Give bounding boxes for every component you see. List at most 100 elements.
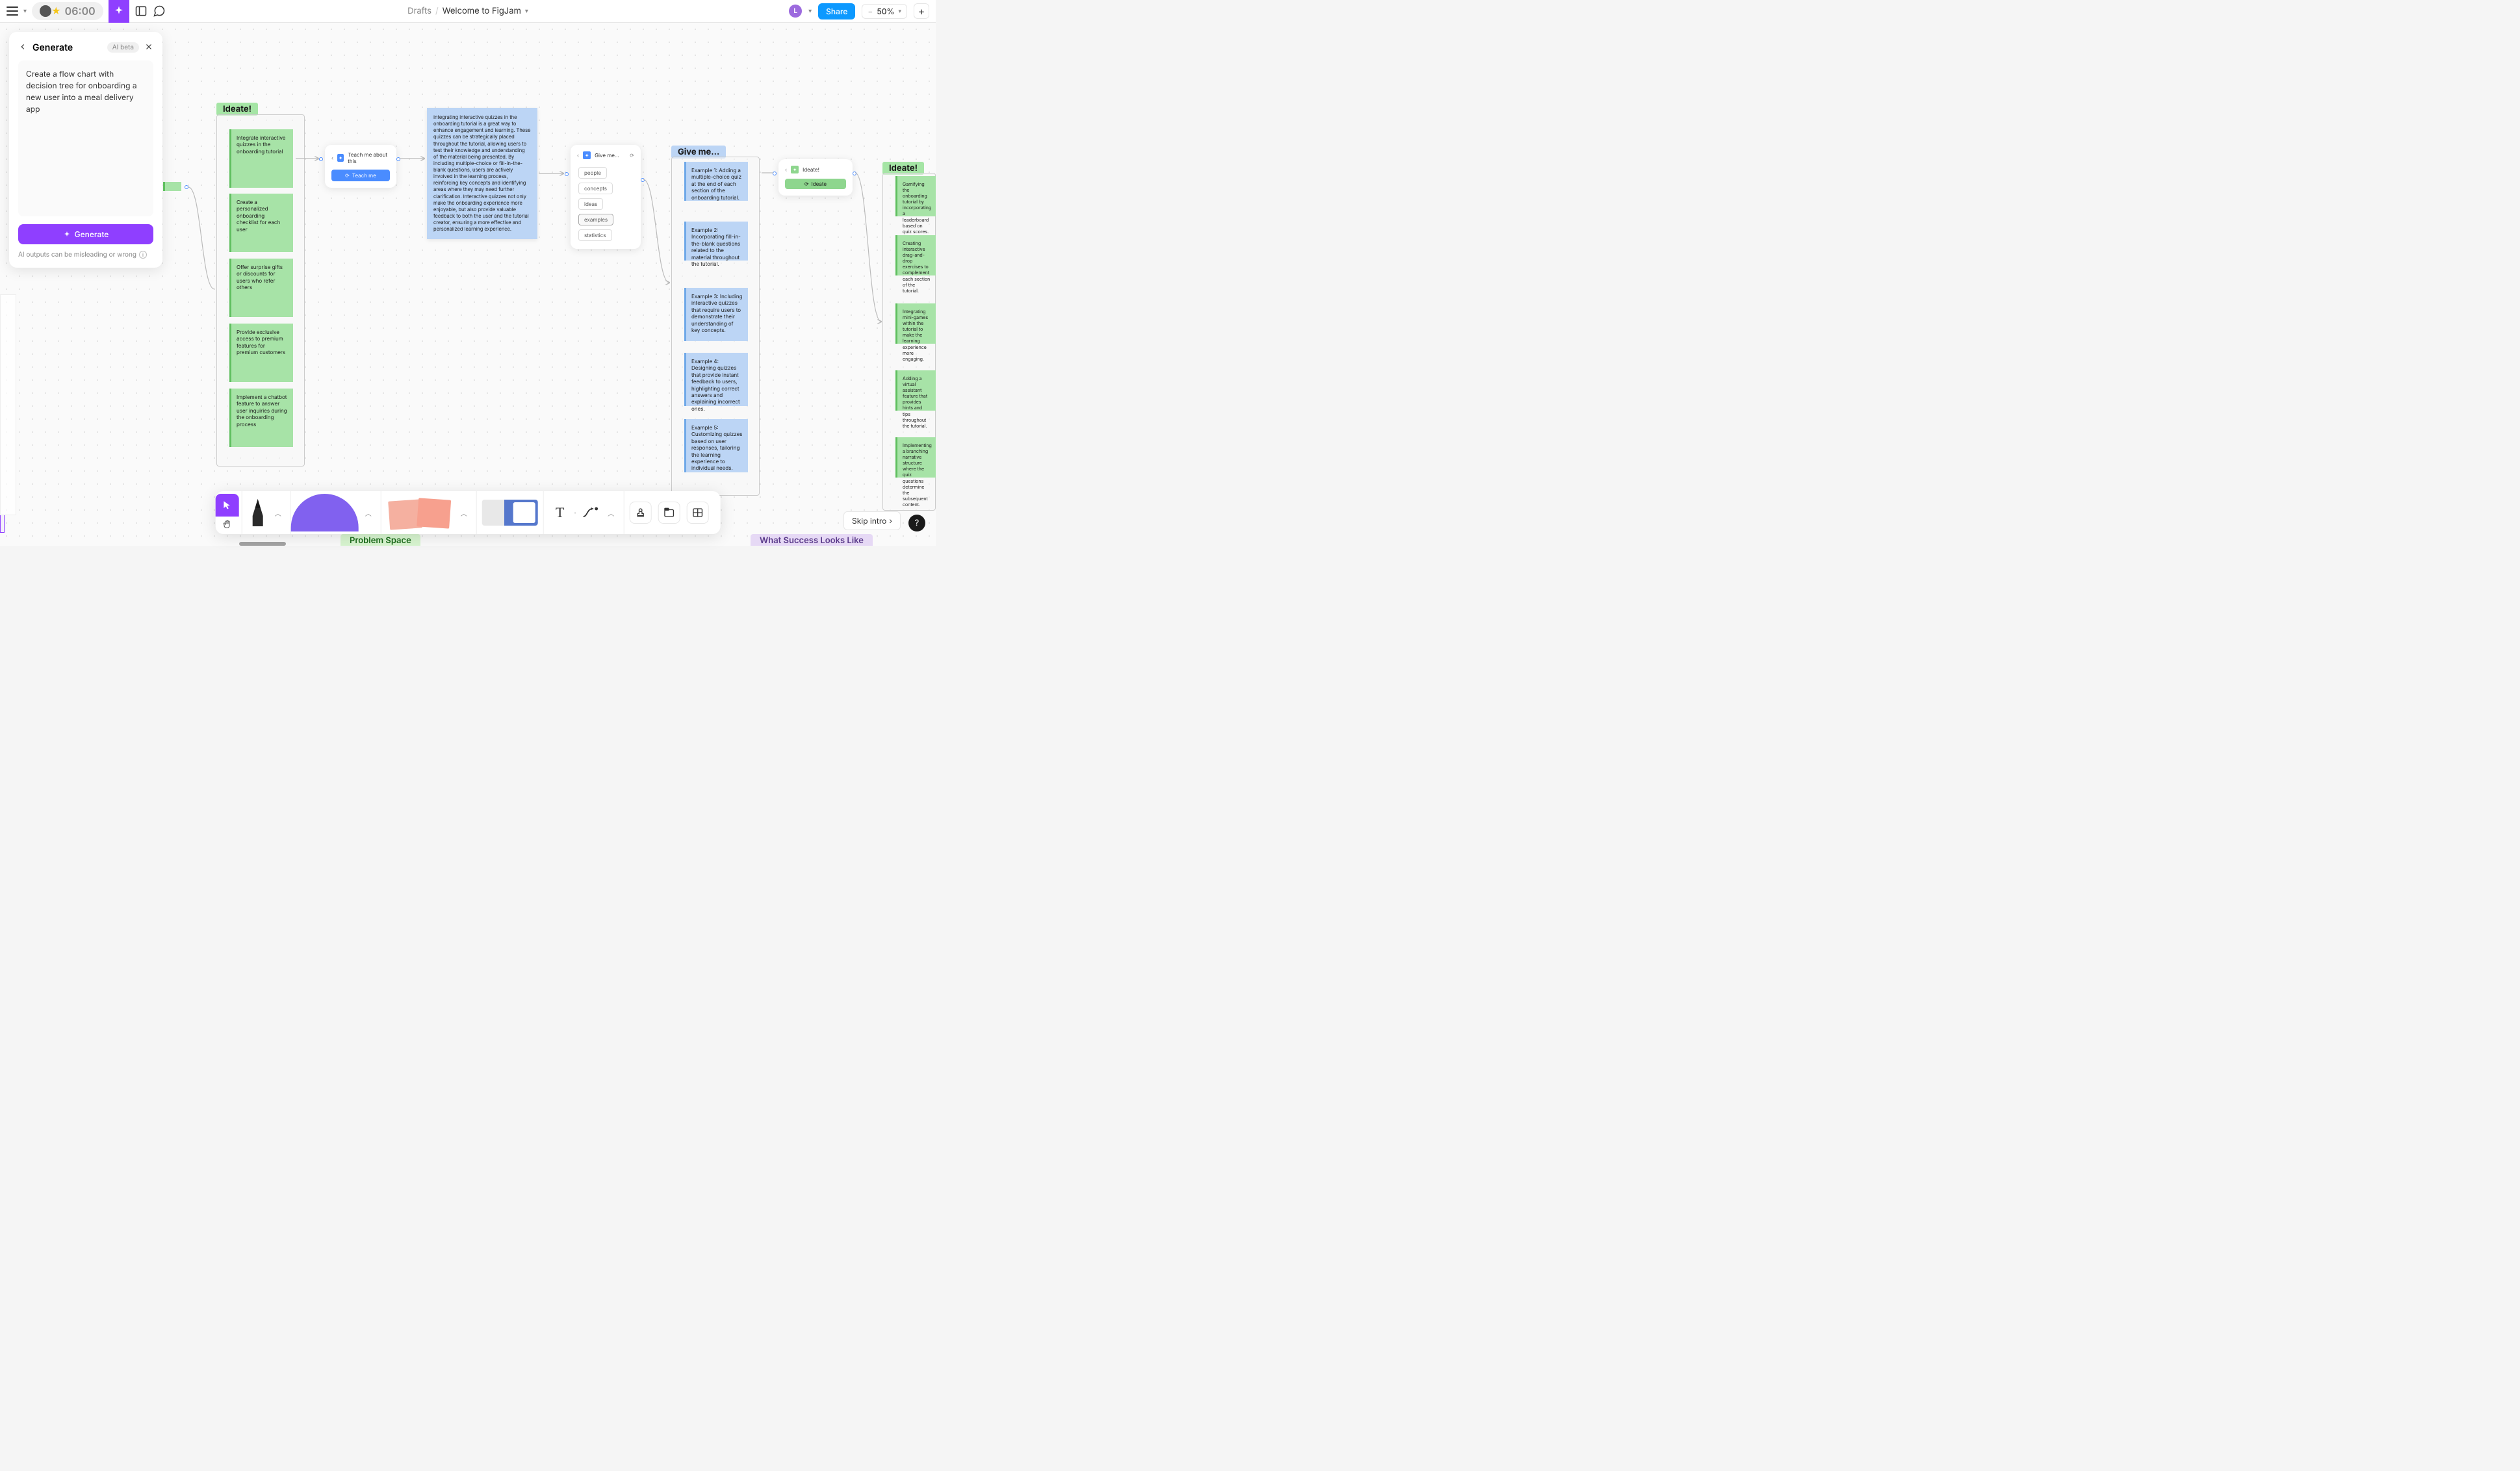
generate-title: Generate [32, 42, 102, 53]
generate-panel: Generate AI beta Create a flow chart wit… [9, 32, 162, 268]
share-button[interactable]: Share [818, 3, 855, 19]
text-tool[interactable]: T [549, 502, 571, 524]
idea-card[interactable]: Implement a chatbot feature to answer us… [229, 389, 293, 447]
section-banner-problem[interactable]: Problem Space [341, 534, 420, 546]
explanation-card[interactable]: Integrating interactive quizzes in the o… [427, 108, 537, 239]
chip-concepts[interactable]: concepts [578, 183, 613, 194]
generate-button-label: Generate [75, 229, 109, 239]
connector-dot[interactable] [185, 185, 188, 189]
prompt-textarea[interactable]: Create a flow chart with decision tree f… [18, 60, 153, 216]
chevron-down-icon[interactable]: ▾ [898, 8, 901, 15]
breadcrumb-separator: / [435, 6, 439, 16]
chip-examples[interactable]: examples [578, 214, 613, 225]
shape-tool[interactable] [291, 494, 359, 531]
idea-card[interactable]: Create a personalized onboarding checkli… [229, 194, 293, 252]
refresh-icon[interactable]: ⟳ [630, 152, 634, 159]
example-card[interactable]: Example 1: Adding a multiple-choice quiz… [684, 162, 748, 201]
zoom-level[interactable]: 50% [877, 6, 894, 16]
give-me-widget[interactable]: ‹ ✦ Give me… ⟳ people concepts ideas exa… [571, 145, 641, 249]
connector-dot[interactable] [853, 172, 856, 175]
chip-row: ideas examples [577, 196, 634, 227]
add-button[interactable]: + [914, 3, 929, 19]
idea-card[interactable]: Offer surprise gifts or discounts for us… [229, 259, 293, 317]
chevron-up-icon[interactable]: ︿ [361, 508, 376, 518]
chevron-down-icon[interactable]: ▾ [808, 7, 812, 15]
selection-frame[interactable] [0, 515, 5, 533]
zoom-out-button[interactable]: − [868, 6, 873, 16]
widget-title: Teach me about this [348, 151, 390, 164]
timer-avatar-icon [40, 5, 51, 17]
zoom-control[interactable]: − 50% ▾ [862, 4, 907, 19]
timer-pill[interactable]: ★ 06:00 [32, 2, 103, 20]
ideate-widget[interactable]: ‹ ✦ Ideate! ⟳ Ideate [778, 159, 853, 196]
example-card[interactable]: Example 5: Customizing quizzes based on … [684, 419, 748, 472]
idea-card[interactable]: Integrating mini-games within the tutori… [895, 303, 936, 344]
sticky-note-tool[interactable] [387, 496, 454, 529]
idea-card[interactable]: Gamifying the onboarding tutorial by inc… [895, 176, 936, 216]
comment-icon[interactable] [153, 5, 166, 18]
section-banner-success[interactable]: What Success Looks Like [751, 534, 873, 546]
info-icon[interactable]: i [139, 251, 147, 259]
connector-dot[interactable] [319, 157, 323, 161]
beta-badge: AI beta [107, 42, 139, 53]
stamp-tool[interactable] [629, 502, 651, 524]
ideate-label[interactable]: Ideate! [216, 103, 258, 116]
chevron-up-icon[interactable]: ︿ [271, 508, 285, 518]
connector-tool[interactable] [579, 502, 601, 524]
chevron-down-icon[interactable]: ▾ [525, 7, 528, 15]
ai-badge-icon: ✦ [791, 166, 799, 173]
table-tool[interactable] [686, 502, 708, 524]
generate-header: Generate AI beta [18, 41, 153, 54]
example-card[interactable]: Example 3: Including interactive quizzes… [684, 288, 748, 341]
page-title[interactable]: Welcome to FigJam [443, 6, 521, 16]
main-menu-button[interactable] [6, 5, 18, 17]
template-tool[interactable] [482, 500, 538, 526]
frame-edge [0, 294, 16, 515]
hand-tool[interactable] [216, 517, 239, 531]
chip-statistics[interactable]: statistics [578, 229, 612, 241]
panel-layout-icon[interactable] [135, 5, 148, 18]
generate-button[interactable]: Generate [18, 224, 153, 244]
connector-dot[interactable] [641, 178, 645, 182]
idea-card[interactable]: Provide exclusive access to premium feat… [229, 324, 293, 382]
horizontal-scrollbar[interactable] [239, 542, 286, 546]
teach-me-widget[interactable]: ‹ ✦ Teach me about this ⟳ Teach me [325, 145, 396, 188]
marker-tool[interactable] [248, 498, 268, 528]
chip-people[interactable]: people [578, 167, 607, 179]
help-button[interactable]: ? [908, 515, 925, 531]
widget-header: ‹ ✦ Give me… ⟳ [577, 151, 634, 159]
chevron-up-icon[interactable]: ︿ [457, 508, 471, 518]
idea-card[interactable]: Implementing a branching narrative struc… [895, 437, 936, 478]
breadcrumb[interactable]: Drafts / Welcome to FigJam ▾ [407, 6, 528, 16]
chevron-up-icon[interactable]: ︿ [604, 508, 618, 518]
skip-intro-button[interactable]: Skip intro › [843, 511, 901, 530]
idea-card[interactable]: Integrate interactive quizzes in the onb… [229, 129, 293, 188]
chip-row: people concepts [577, 164, 634, 196]
breadcrumb-drafts[interactable]: Drafts [407, 6, 431, 16]
ai-badge-icon: ✦ [583, 151, 591, 159]
chip-row: statistics [577, 227, 634, 242]
disclaimer-text: AI outputs can be misleading or wrong i [18, 251, 153, 259]
teach-me-button[interactable]: ⟳ Teach me [331, 170, 390, 181]
chip-ideas[interactable]: ideas [578, 198, 603, 210]
ideate-button[interactable]: ⟳ Ideate [785, 179, 846, 189]
connector-dot[interactable] [773, 172, 777, 175]
close-button[interactable] [144, 41, 153, 54]
connector-dot[interactable] [396, 157, 400, 161]
back-button[interactable] [18, 41, 27, 54]
select-tool[interactable] [216, 494, 239, 517]
canvas[interactable]: Generate AI beta Create a flow chart wit… [0, 23, 936, 546]
card-stub[interactable] [163, 182, 181, 191]
connector-dot[interactable] [565, 172, 569, 176]
back-icon[interactable]: ‹ [331, 155, 333, 161]
ai-generate-toolbar-button[interactable] [109, 0, 129, 23]
avatar[interactable]: L [789, 5, 802, 18]
example-card[interactable]: Example 2: Incorporating fill-in-the-bla… [684, 222, 748, 261]
idea-card[interactable]: Adding a virtual assistant feature that … [895, 370, 936, 411]
section-tool[interactable] [658, 502, 680, 524]
idea-card[interactable]: Creating interactive drag-and-drop exerc… [895, 235, 936, 275]
back-icon[interactable]: ‹ [785, 166, 787, 173]
example-card[interactable]: Example 4: Designing quizzes that provid… [684, 353, 748, 406]
chevron-down-icon[interactable]: ▾ [23, 7, 27, 15]
back-icon[interactable]: ‹ [577, 152, 579, 159]
